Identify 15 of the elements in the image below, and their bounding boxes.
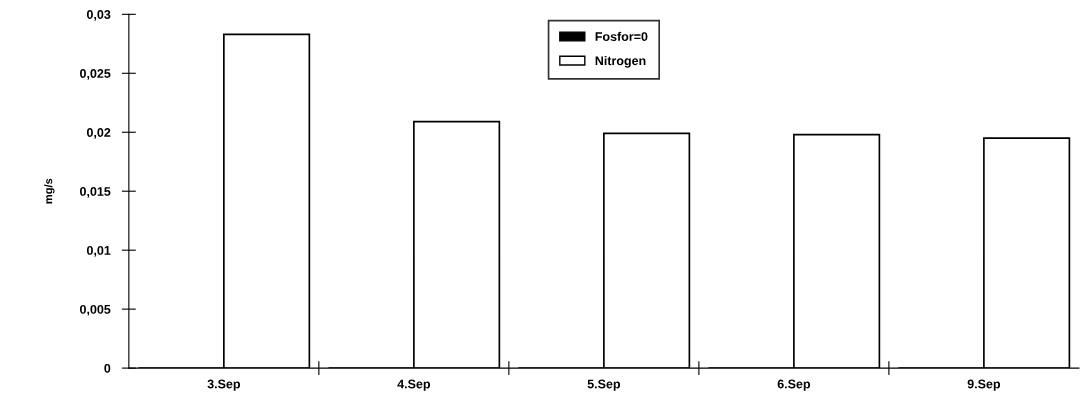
x-tick-label: 9.Sep (967, 379, 1001, 391)
y-tick-label: 0,025 (80, 69, 111, 80)
x-tick-label: 6.Sep (777, 379, 811, 391)
legend-label: Nitrogen (595, 55, 646, 68)
y-tick-label: 0 (104, 363, 111, 373)
x-tick-label: 5.Sep (587, 379, 621, 391)
y-axis-title: mg/s (44, 178, 55, 204)
y-tick-label: 0,005 (80, 304, 111, 316)
x-tick-label: 4.Sep (397, 379, 431, 391)
x-tick-label: 3.Sep (207, 379, 241, 391)
y-tick-label: 0,02 (86, 128, 111, 139)
legend-label: Fosfor=0 (595, 31, 648, 41)
y-tick-label: 0,015 (80, 187, 111, 198)
y-tick-label: 0,01 (86, 245, 111, 257)
y-tick-label: 0,03 (86, 10, 111, 21)
